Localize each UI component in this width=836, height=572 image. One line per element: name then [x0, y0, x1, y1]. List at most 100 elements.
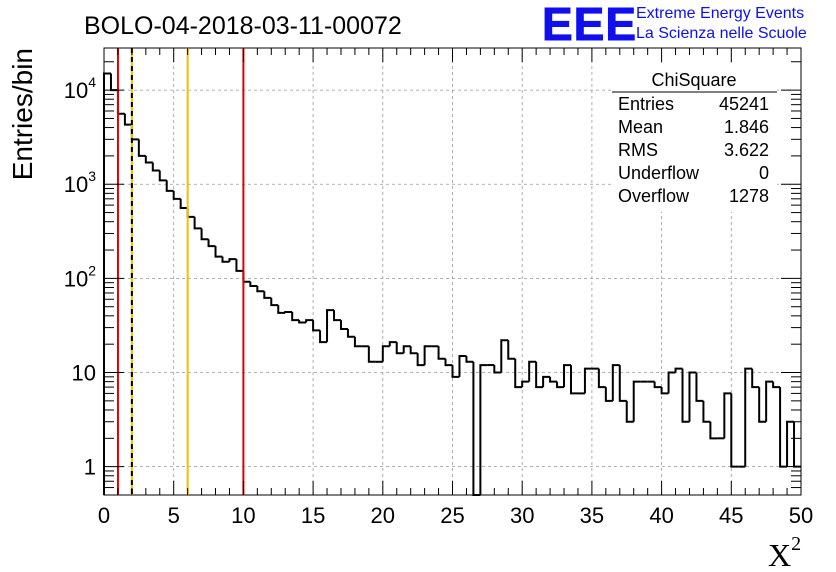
- x-axis-label-base: X: [768, 537, 791, 572]
- stats-row-label: RMS: [618, 140, 658, 160]
- x-tick-label: 20: [371, 503, 395, 528]
- histogram-bin: [151, 162, 160, 172]
- histogram-bin: [256, 285, 265, 293]
- y-tick-exponent: 2: [88, 262, 96, 278]
- histogram-bin: [235, 259, 244, 272]
- x-tick-label: 15: [301, 503, 325, 528]
- histogram-bin: [200, 228, 209, 241]
- histogram-bin: [702, 400, 711, 423]
- y-tick-label: 1: [84, 455, 96, 480]
- chart-title: BOLO-04-2018-03-11-00072: [84, 12, 402, 40]
- histogram-bin: [660, 387, 669, 395]
- y-tick-label: 10: [72, 361, 96, 386]
- histogram-bin: [779, 387, 788, 468]
- histogram-bin: [270, 297, 279, 307]
- histogram-bin: [416, 353, 425, 367]
- histogram-bin: [158, 170, 167, 182]
- x-tick-label: 30: [510, 503, 534, 528]
- histogram-bin: [458, 354, 467, 377]
- histogram-bars: [103, 72, 801, 496]
- histogram-bin: [507, 340, 516, 360]
- histogram-bin: [277, 305, 286, 314]
- histogram-bin: [339, 320, 348, 330]
- histogram-bin: [479, 364, 488, 495]
- stats-row-value: 3.622: [724, 140, 769, 160]
- histogram-bin: [625, 400, 634, 423]
- histogram-bin: [604, 387, 613, 402]
- histogram-bin: [674, 367, 683, 373]
- y-tick-exponent: 3: [88, 168, 96, 184]
- histogram-bin: [542, 375, 551, 388]
- histogram-bin: [688, 371, 697, 422]
- histogram-bin: [186, 207, 195, 218]
- histogram-bin: [179, 198, 188, 209]
- histogram-bin: [123, 113, 132, 126]
- stats-row-label: Underflow: [618, 163, 700, 183]
- stats-row-label: Mean: [618, 117, 663, 137]
- stats-row-value: 1278: [729, 186, 769, 206]
- histogram-bin: [144, 155, 153, 164]
- stats-title: ChiSquare: [651, 70, 736, 90]
- histogram-bin: [723, 392, 732, 439]
- y-tick-base: 10: [64, 266, 88, 291]
- histogram-bin: [583, 367, 592, 394]
- x-tick-labels: 0 5 10 15 20 25 30 35 40 45 50: [98, 503, 813, 528]
- histogram-bin: [632, 380, 641, 422]
- stats-row-label: Overflow: [618, 186, 690, 206]
- y-tick-label: 102: [64, 262, 96, 291]
- y-tick-base: 10: [64, 78, 88, 103]
- histogram-bin: [681, 368, 690, 423]
- histogram-bin: [730, 393, 739, 468]
- logo-line-1: Extreme Energy Events: [636, 5, 804, 22]
- marker-lines: [116, 48, 245, 495]
- histogram-bin: [535, 361, 544, 389]
- histogram-bin: [772, 381, 781, 389]
- histogram-bin: [214, 246, 223, 258]
- x-tick-label: 0: [98, 503, 110, 528]
- x-tick-label: 45: [719, 503, 743, 528]
- histogram-bin: [165, 180, 174, 192]
- histogram-bin: [528, 360, 537, 382]
- histogram-bin: [346, 328, 355, 338]
- histogram-bin: [758, 387, 767, 423]
- histogram-bin: [423, 345, 432, 366]
- x-axis-label: X2: [768, 533, 801, 572]
- stats-row-value: 45241: [719, 94, 769, 114]
- x-tick-label: 35: [580, 503, 604, 528]
- histogram-bin: [514, 358, 523, 389]
- histogram-bin: [793, 421, 801, 468]
- x-tick-label: 5: [168, 503, 180, 528]
- histogram-bin: [744, 367, 753, 467]
- x-tick-label: 10: [231, 503, 255, 528]
- y-tick-label: 104: [64, 74, 96, 103]
- histogram-bin: [388, 341, 397, 347]
- stats-row-value: 0: [759, 163, 769, 183]
- histogram-bin: [653, 381, 662, 389]
- eee-logo-text: EEE: [542, 0, 637, 50]
- histogram-bin: [751, 368, 760, 389]
- eee-logo: EEE Extreme Energy Events La Scienza nel…: [542, 0, 807, 51]
- y-tick-base: 10: [64, 172, 88, 197]
- histogram-bin: [500, 339, 509, 373]
- histogram-bin: [786, 420, 795, 467]
- histogram-bin: [556, 381, 565, 389]
- histogram-bin: [444, 358, 453, 367]
- histogram-bin: [765, 380, 774, 422]
- histogram-bin: [228, 258, 237, 262]
- histogram-bin: [521, 380, 530, 388]
- histogram-bin: [221, 256, 230, 263]
- y-tick-label: 103: [64, 168, 96, 197]
- x-tick-label: 40: [649, 503, 673, 528]
- x-axis-label-exponent: 2: [791, 533, 801, 555]
- histogram-bin: [597, 368, 606, 389]
- histogram-bin: [312, 320, 321, 332]
- stats-row-label: Entries: [618, 94, 674, 114]
- histogram-bin: [193, 216, 202, 230]
- histogram-bin: [402, 345, 411, 354]
- histogram-bin: [569, 365, 578, 395]
- histogram-bin: [326, 309, 335, 343]
- histogram-bin: [465, 355, 474, 363]
